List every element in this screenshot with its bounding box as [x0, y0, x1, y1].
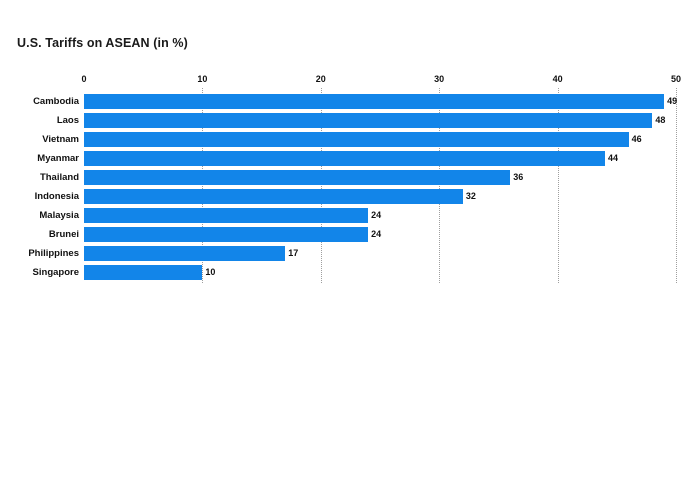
value-label: 46: [631, 134, 642, 144]
category-label: Brunei: [48, 229, 79, 240]
bar: [84, 246, 286, 261]
category-label: Vietnam: [42, 134, 79, 145]
x-tick-label: 40: [552, 74, 563, 84]
gridline: [676, 88, 677, 283]
category-label: Myanmar: [37, 153, 79, 164]
value-label: 49: [667, 96, 678, 106]
bar: [84, 227, 369, 242]
bar: [84, 170, 511, 185]
category-label: Indonesia: [34, 191, 79, 202]
bar: [84, 94, 665, 109]
value-label: 44: [607, 153, 618, 163]
gridline: [439, 88, 441, 283]
x-tick-label: 30: [434, 74, 445, 84]
bar: [84, 208, 369, 223]
bar: [84, 113, 653, 128]
bar: [84, 189, 463, 204]
category-label: Cambodia: [33, 96, 79, 107]
gridline: [557, 88, 559, 283]
category-label: Malaysia: [39, 210, 79, 221]
x-tick-label: 10: [197, 74, 208, 84]
value-label: 36: [513, 172, 524, 182]
category-label: Laos: [56, 115, 79, 126]
value-label: 10: [205, 267, 216, 277]
gridline: [320, 88, 322, 283]
value-label: 24: [371, 229, 382, 239]
value-label: 32: [465, 191, 476, 201]
value-label: 48: [655, 115, 666, 125]
chart-title: U.S. Tariffs on ASEAN (in %): [17, 36, 188, 50]
bar: [84, 132, 629, 147]
gridline: [202, 88, 204, 283]
category-label: Philippines: [28, 248, 79, 259]
x-tick-label: 50: [670, 74, 682, 84]
x-tick-label: 0: [81, 74, 87, 84]
value-label: 24: [371, 210, 382, 220]
bar: [84, 151, 605, 166]
x-tick-label: 20: [315, 74, 326, 84]
bar: [84, 265, 203, 280]
category-label: Singapore: [32, 267, 79, 278]
category-label: Thailand: [39, 172, 79, 183]
value-label: 17: [288, 248, 299, 258]
